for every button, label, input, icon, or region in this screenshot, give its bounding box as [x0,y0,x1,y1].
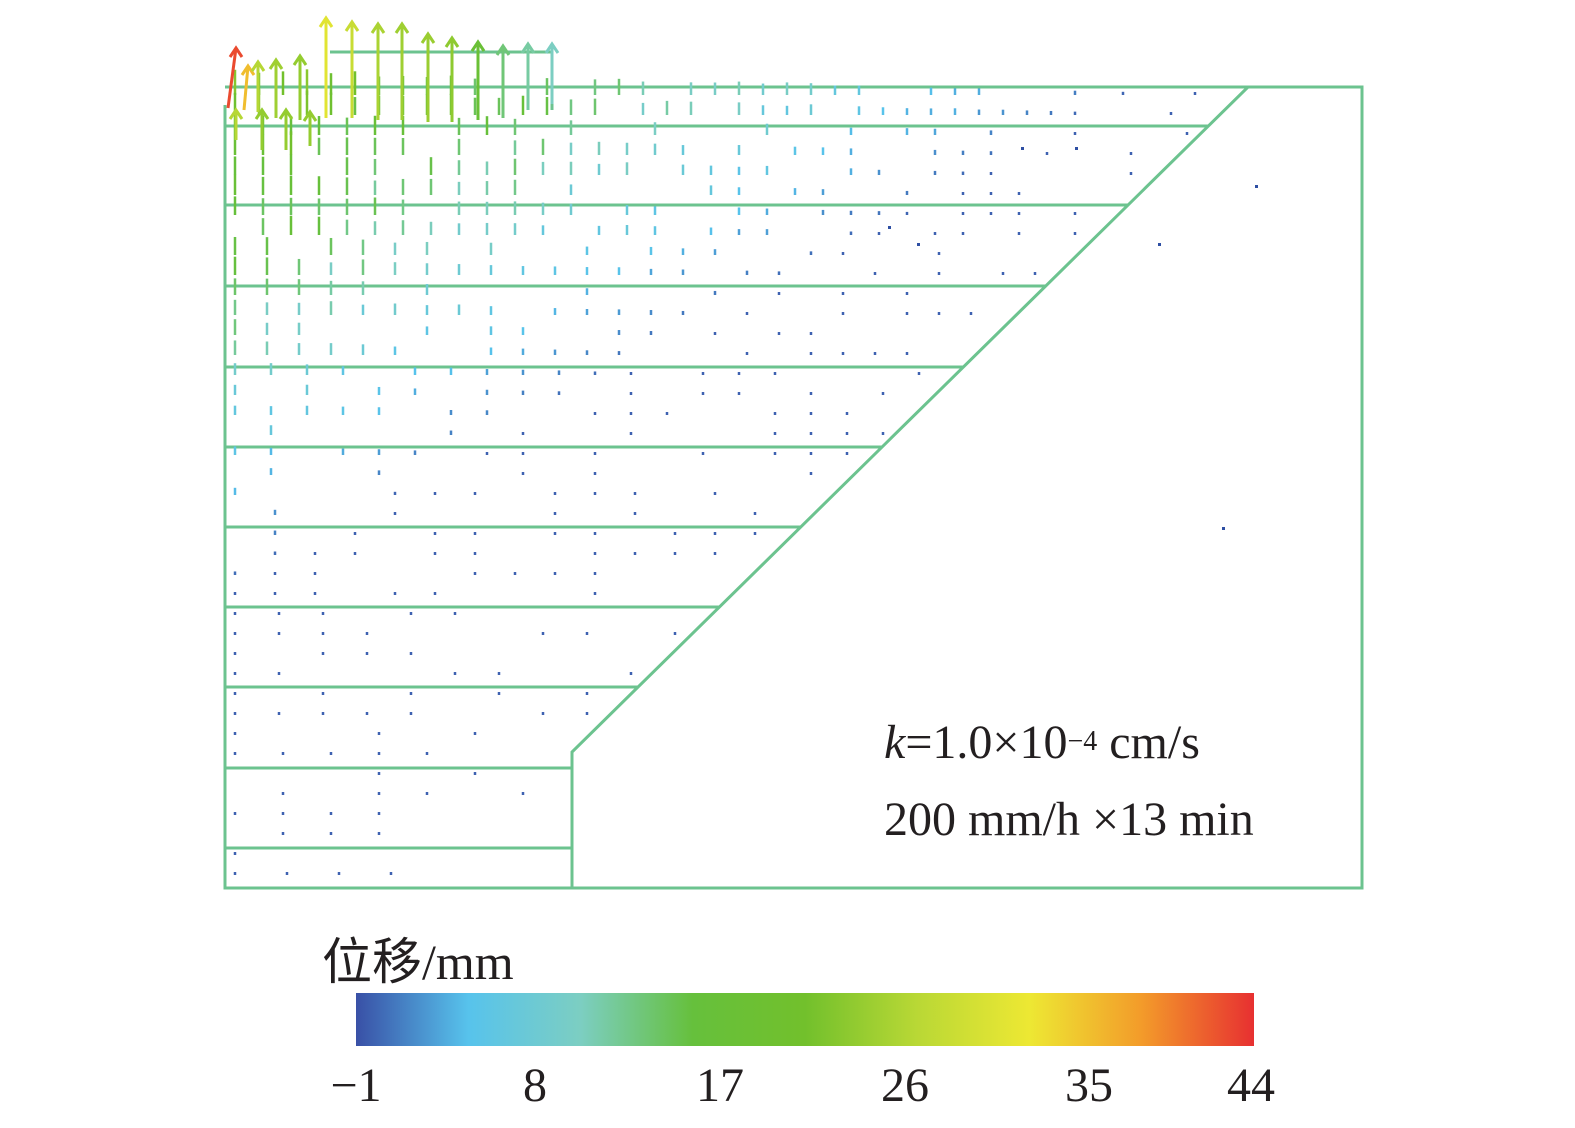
displacement-arrow [544,41,560,104]
displacement-arrow [520,41,536,110]
displacement-arrow [495,43,511,118]
displacement-point [1021,147,1024,150]
colorbar-tick: 44 [1227,1059,1275,1112]
displacement-arrow [344,19,360,118]
displacement-point [917,243,920,246]
displacement-arrow [394,21,410,120]
rainfall-label: 200 mm/h ×13 min [884,793,1254,846]
colorbar-tick: 17 [696,1059,744,1112]
colorbar [356,993,1254,1046]
displacement-point [1222,527,1225,530]
displacement-arrow [226,45,244,109]
displacement-arrow [250,59,266,112]
displacement-arrow [444,35,460,122]
colorbar-tick: 8 [523,1059,547,1112]
large-displacement-arrows [226,15,560,150]
displacement-point [1075,147,1078,150]
displacement-arrow [240,63,256,111]
surface-layer [330,50,554,110]
permeability-label: k=1.0×10−4 cm/s [884,716,1200,769]
displacement-point [888,226,891,229]
displacement-arrow [292,53,308,120]
displacement-arrow [228,107,244,140]
displacement-point [1255,185,1258,188]
displacement-arrow [318,15,334,118]
displacement-arrow [268,57,284,118]
displacement-arrow [470,39,486,120]
colorbar-tick: −1 [330,1059,382,1112]
colorbar-tick: 26 [881,1059,929,1112]
slope-boundary [223,85,1364,890]
displacement-arrow [302,109,318,146]
colorbar-tick: 35 [1065,1059,1113,1112]
displacement-arrow [420,31,436,122]
colorbar-title: 位移/mm [322,934,514,990]
displacement-point [1158,243,1161,246]
displacement-arrow [278,107,294,150]
displacement-arrow [254,107,270,150]
displacement-arrow [370,21,386,120]
